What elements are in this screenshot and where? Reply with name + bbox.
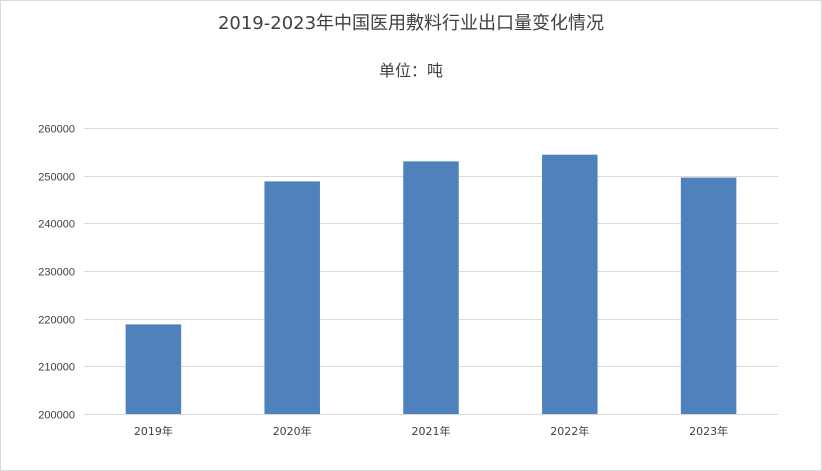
x-tick-label: 2020年 xyxy=(273,424,312,438)
y-tick-label: 230000 xyxy=(38,267,75,279)
x-tick-label: 2023年 xyxy=(689,424,728,438)
bar xyxy=(680,177,737,414)
x-tick-label: 2019年 xyxy=(134,424,173,438)
bar xyxy=(542,154,598,414)
y-tick-label: 240000 xyxy=(38,219,75,231)
bar xyxy=(125,324,182,414)
y-tick-label: 200000 xyxy=(38,410,75,422)
chart-subtitle: 单位：吨 xyxy=(378,61,443,80)
chart-title: 2019-2023年中国医用敷料行业出口量变化情况 xyxy=(217,13,605,34)
x-tick-label: 2022年 xyxy=(550,424,589,438)
x-tick-label: 2021年 xyxy=(412,424,451,438)
bar xyxy=(403,161,459,414)
y-tick-label: 220000 xyxy=(38,315,75,327)
y-tick-label: 260000 xyxy=(38,124,75,136)
y-tick-label: 210000 xyxy=(38,362,75,374)
bar xyxy=(264,181,320,414)
y-tick-label: 250000 xyxy=(38,172,75,184)
